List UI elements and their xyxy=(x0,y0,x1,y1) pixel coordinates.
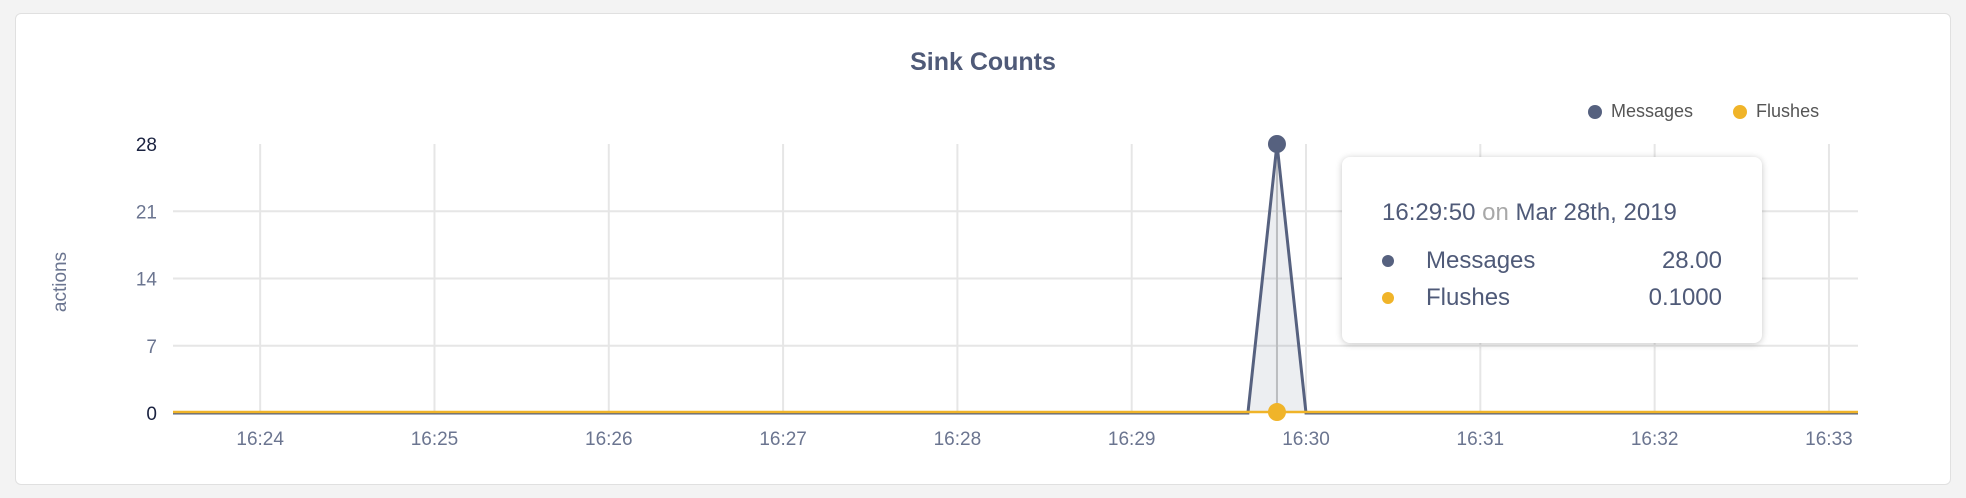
tooltip-time: 16:29:50 xyxy=(1382,199,1476,226)
tooltip-row-messages: Messages 28.00 xyxy=(1382,246,1722,276)
y-tick-label: 0 xyxy=(146,404,157,425)
flushes-dot-icon xyxy=(1382,292,1394,304)
x-tick-label: 16:31 xyxy=(1457,429,1505,450)
messages-highlight-point xyxy=(1267,135,1286,153)
legend-item-flushes[interactable]: Flushes xyxy=(1733,101,1819,122)
x-tick-label: 16:27 xyxy=(759,429,807,450)
tooltip-label: Messages xyxy=(1426,247,1536,274)
y-tick-label: 7 xyxy=(146,337,157,358)
y-axis-label: actions xyxy=(50,252,71,312)
flushes-highlight-point xyxy=(1267,403,1286,422)
legend-label: Flushes xyxy=(1756,101,1820,121)
x-tick-label: 16:33 xyxy=(1805,429,1853,450)
x-tick-label: 16:32 xyxy=(1631,429,1679,450)
x-tick-label: 16:26 xyxy=(585,429,633,450)
legend: Messages Flushes xyxy=(1588,101,1819,122)
messages-dot-icon xyxy=(1382,255,1394,267)
tooltip-value: 28.00 xyxy=(1661,247,1722,274)
y-tick-label: 21 xyxy=(136,202,157,223)
tooltip-label: Flushes xyxy=(1426,284,1511,311)
tooltip-date: Mar 28th, 2019 xyxy=(1515,199,1677,226)
x-tick-label: 16:28 xyxy=(934,429,982,450)
tooltip: 16:29:50 on Mar 28th, 2019 Messages 28.0… xyxy=(1342,157,1762,343)
x-tick-label: 16:25 xyxy=(411,429,459,450)
tooltip-value: 0.1000 xyxy=(1648,284,1722,311)
legend-item-messages[interactable]: Messages xyxy=(1588,101,1693,122)
messages-dot-icon xyxy=(1588,104,1602,119)
tooltip-on: on xyxy=(1482,199,1509,226)
flushes-dot-icon xyxy=(1733,104,1748,119)
tooltip-row-flushes: Flushes 0.1000 xyxy=(1382,283,1722,313)
x-tick-label: 16:24 xyxy=(236,429,284,450)
legend-label: Messages xyxy=(1611,101,1694,121)
y-tick-label: 14 xyxy=(136,270,158,291)
tooltip-header: 16:29:50 on Mar 28th, 2019 xyxy=(1382,199,1677,227)
x-tick-label: 16:30 xyxy=(1282,429,1330,450)
y-tick-label: 28 xyxy=(136,135,157,156)
chart-title: Sink Counts xyxy=(910,48,1056,76)
x-tick-label: 16:29 xyxy=(1108,429,1156,450)
